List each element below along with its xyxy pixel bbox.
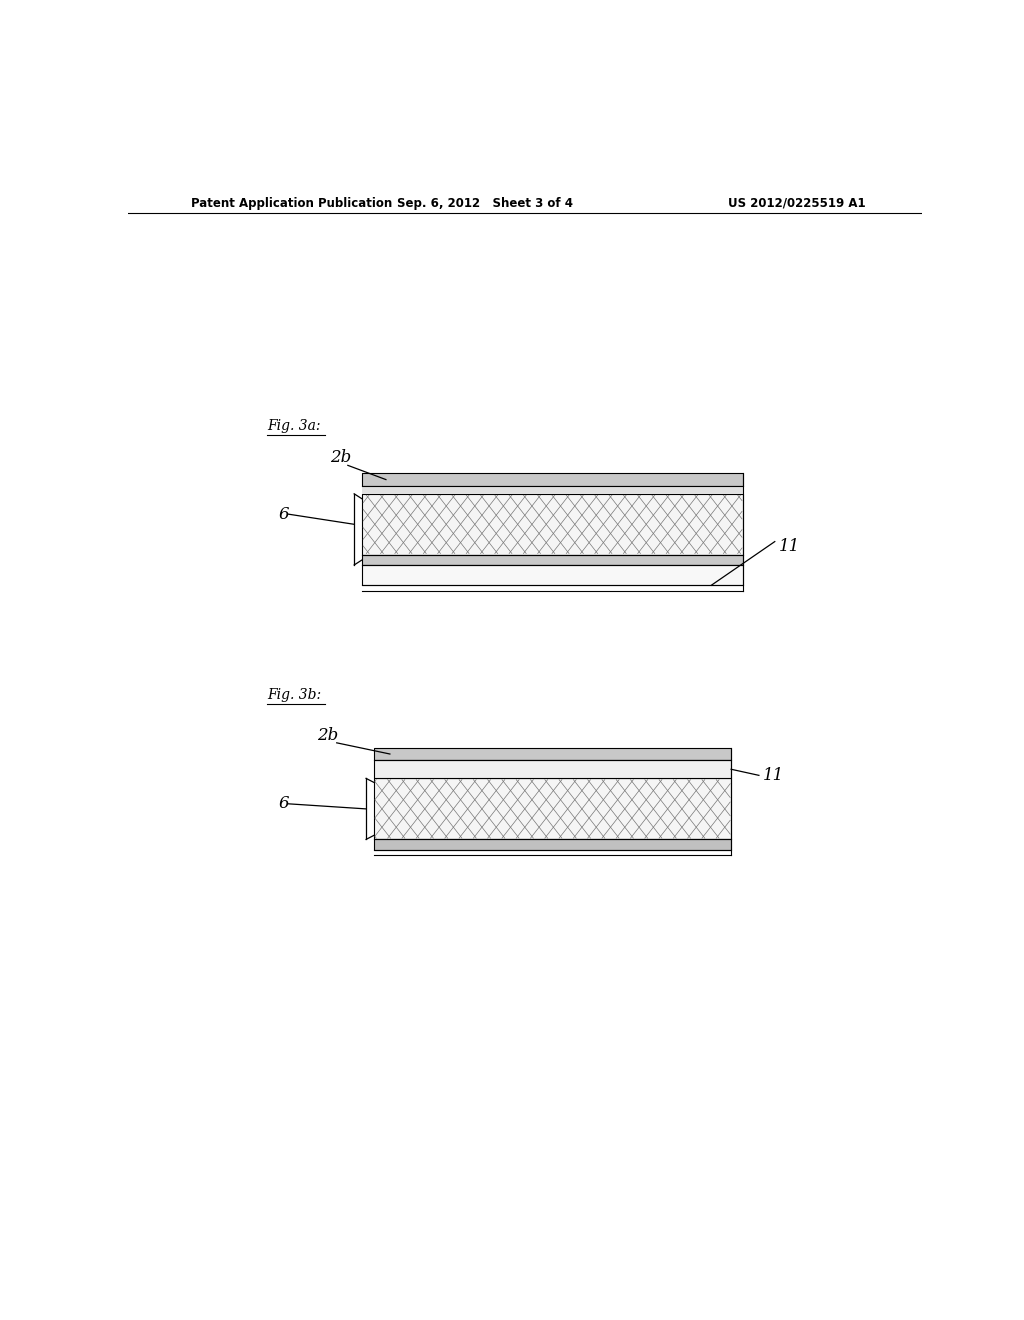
Text: 11: 11 [763,767,784,784]
Bar [374,840,731,850]
Text: US 2012/0225519 A1: US 2012/0225519 A1 [728,197,866,210]
Bar [362,474,743,486]
Bar [362,554,743,565]
Text: 2b: 2b [316,727,338,744]
Bar [362,486,743,494]
Text: Fig. 3b:: Fig. 3b: [267,688,321,702]
Text: 2b: 2b [331,449,351,466]
Text: Sep. 6, 2012   Sheet 3 of 4: Sep. 6, 2012 Sheet 3 of 4 [397,197,573,210]
Bar [362,565,743,585]
Bar [374,779,731,840]
Bar [362,494,743,554]
Text: 6: 6 [279,796,290,812]
Bar [374,748,731,760]
Text: 11: 11 [778,539,800,556]
Text: 6: 6 [279,506,290,523]
Bar [374,760,731,779]
Text: Patent Application Publication: Patent Application Publication [191,197,393,210]
Text: Fig. 3a:: Fig. 3a: [267,418,321,433]
